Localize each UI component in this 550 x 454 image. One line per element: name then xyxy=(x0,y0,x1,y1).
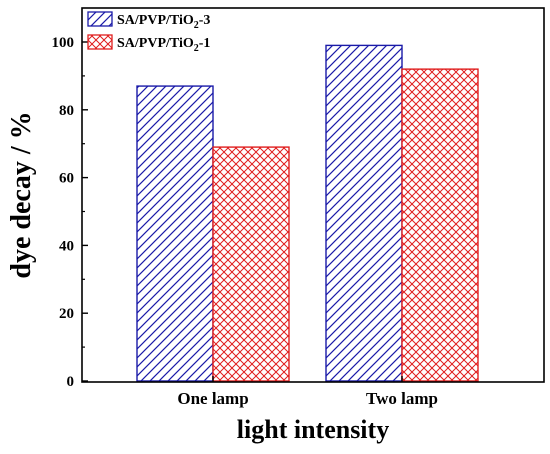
x-tick-label: One lamp xyxy=(177,389,248,408)
y-tick-label: 80 xyxy=(59,103,74,119)
x-axis-title: light intensity xyxy=(237,415,389,444)
legend-swatch-1 xyxy=(87,11,113,27)
bar-1-2 xyxy=(325,44,403,382)
y-tick-label: 100 xyxy=(52,35,75,51)
y-tick-label: 40 xyxy=(59,238,74,254)
bar-1-1 xyxy=(136,85,214,382)
x-tick-label: Two lamp xyxy=(366,389,438,408)
bars-layer xyxy=(136,44,479,382)
bar-2-2 xyxy=(401,68,479,382)
y-tick-label: 20 xyxy=(59,306,74,322)
y-tick-label: 60 xyxy=(59,171,74,187)
legend: SA/PVP/TiO2-3 SA/PVP/TiO2-1 xyxy=(87,11,210,54)
bar-2-1 xyxy=(212,146,290,382)
y-tick-label: 0 xyxy=(67,374,75,390)
y-axis-title: dye decay / % xyxy=(6,111,37,278)
legend-swatch-2 xyxy=(87,34,113,50)
legend-label-2: SA/PVP/TiO2-1 xyxy=(117,36,210,54)
plot-frame xyxy=(81,7,545,383)
legend-label-1: SA/PVP/TiO2-3 xyxy=(117,13,210,31)
axes-layer: 0 20 40 60 80 100 One lamp Two lamp xyxy=(52,35,438,408)
